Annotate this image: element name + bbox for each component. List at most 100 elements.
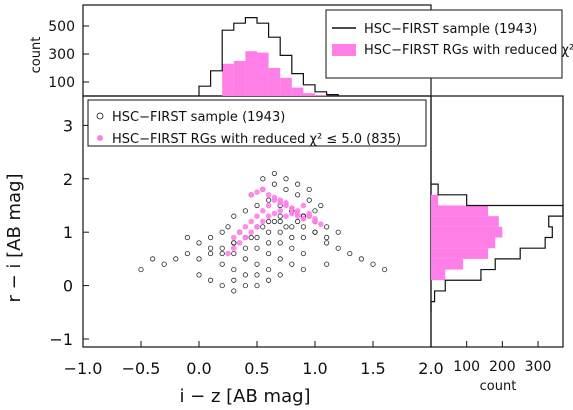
right-histogram-rg-bar xyxy=(431,269,446,281)
sample-point xyxy=(242,282,248,289)
sample-point xyxy=(138,266,144,273)
right-histogram-x-tick-label: 100 xyxy=(453,359,480,375)
legend-sample-label: HSC−FIRST sample (1943) xyxy=(112,110,285,125)
sample-point xyxy=(219,282,225,289)
sample-point xyxy=(242,272,248,278)
sample-point xyxy=(219,250,225,257)
sample-point xyxy=(161,261,167,267)
sample-point xyxy=(196,256,202,262)
rg-point xyxy=(277,208,284,214)
sample-point xyxy=(335,229,341,235)
sample-point xyxy=(196,240,202,246)
sample-point xyxy=(184,234,190,241)
sample-point xyxy=(231,288,237,294)
top-histogram-sample-step xyxy=(198,17,339,96)
sample-point xyxy=(254,202,260,209)
sample-point xyxy=(265,218,272,225)
right-histogram-x-tick-label: 200 xyxy=(489,359,516,375)
sample-point xyxy=(289,261,295,267)
top-histogram-rg-bar xyxy=(233,61,246,96)
sample-point xyxy=(196,272,202,278)
sample-point xyxy=(150,256,156,262)
sample-point xyxy=(277,240,283,246)
right-histogram-sample-step xyxy=(430,183,564,313)
sample-point xyxy=(283,176,289,182)
rg-point xyxy=(236,240,243,246)
rg-point xyxy=(300,202,307,209)
rg-point xyxy=(306,210,313,217)
sample-point xyxy=(283,186,289,193)
sample-point xyxy=(347,250,353,257)
sample-point xyxy=(184,250,190,257)
rg-point xyxy=(260,208,266,214)
sample-point xyxy=(318,202,324,209)
right-histogram-panel: 100 200 300 xyxy=(430,95,564,375)
rg-point xyxy=(231,245,237,252)
sample-point xyxy=(265,197,272,203)
top-histogram-rg-bar xyxy=(245,51,257,96)
sample-point xyxy=(294,192,301,198)
scatter-x-tick-label: 2.0 xyxy=(418,359,443,378)
rg-point xyxy=(242,224,249,230)
sample-point xyxy=(271,218,277,225)
scatter-x-tick-label: 0.0 xyxy=(186,359,211,378)
scatter-x-tick-label: −1.0 xyxy=(64,359,103,378)
sample-point xyxy=(208,250,214,257)
sample-point xyxy=(265,277,272,283)
rg-point xyxy=(225,250,231,257)
right-histogram-rg-bar xyxy=(431,258,464,270)
sample-point xyxy=(277,229,283,235)
sample-point xyxy=(219,261,225,267)
sample-point xyxy=(242,245,248,251)
sample-point xyxy=(289,224,295,230)
top-histogram-rg-bar xyxy=(222,63,234,96)
sample-point xyxy=(294,181,301,187)
top-hist-axis-labels: count xyxy=(29,37,44,74)
sample-point xyxy=(277,213,283,219)
scatter-legend: HSC−FIRST sample (1943) HSC−FIRST RGs wit… xyxy=(87,99,427,147)
rg-point xyxy=(248,218,254,225)
scatter-panel: −1.0 −0.5 0.0 0.5 1.0 1.5 2.0 −1 0 1 2 3 HSC−FIRST s… xyxy=(49,95,444,378)
top-histogram-rg-bar xyxy=(303,93,315,96)
main-axis-labels: i − z [AB mag] r − i [AB mag] xyxy=(4,173,311,407)
sample-point xyxy=(271,170,277,177)
sample-point xyxy=(323,240,330,246)
sample-point xyxy=(370,261,376,267)
rg-point xyxy=(254,224,260,230)
rg-point xyxy=(265,213,272,219)
sample-point xyxy=(300,250,306,257)
sample-point xyxy=(231,240,237,246)
sample-point xyxy=(231,250,237,257)
top-histogram-rg-bar xyxy=(268,68,281,96)
sample-point xyxy=(283,224,289,230)
sample-point xyxy=(219,229,225,235)
sample-point xyxy=(208,245,214,251)
sample-point xyxy=(208,234,214,241)
sample-point xyxy=(265,229,272,235)
scatter-y-tick-label: −1 xyxy=(49,330,73,349)
sample-point xyxy=(300,224,306,230)
rg-point xyxy=(265,191,272,198)
sample-point xyxy=(289,234,295,241)
top-histogram-rg-bar xyxy=(291,87,304,96)
rg-point xyxy=(254,189,260,195)
right-histogram-rg-bar xyxy=(431,248,489,259)
top-histogram-legend-box xyxy=(325,9,563,79)
sample-point xyxy=(208,277,214,283)
scatter-legend-box xyxy=(87,99,427,147)
sample-point xyxy=(271,181,277,187)
sample-point xyxy=(381,266,388,273)
rg-point xyxy=(248,229,254,235)
rg-point xyxy=(260,218,266,225)
rg-point xyxy=(231,234,237,241)
sample-point xyxy=(265,266,272,273)
sample-point xyxy=(300,234,306,241)
top-histogram-rg-bar xyxy=(280,77,292,96)
sample-point xyxy=(277,272,283,278)
sample-point xyxy=(231,213,237,219)
right-histogram-rg-bar xyxy=(431,237,496,249)
sample-point xyxy=(306,197,312,203)
scatter-y-tick-label: 3 xyxy=(63,116,73,135)
